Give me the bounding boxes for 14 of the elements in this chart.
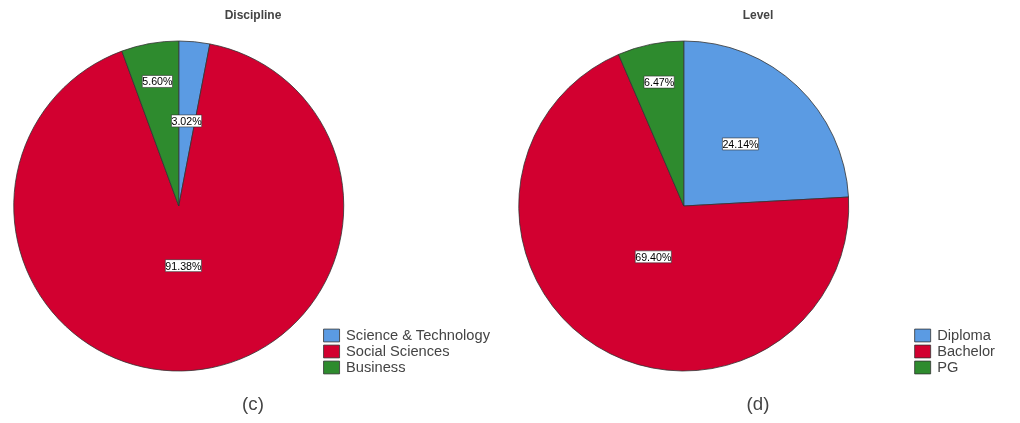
chart-title: Discipline <box>224 7 282 22</box>
legend-label: PG <box>937 359 959 375</box>
chart-title: Level <box>742 7 774 22</box>
data-label: 5.60% <box>142 75 174 88</box>
data-label: 24.14% <box>722 137 760 150</box>
legend-label: Social Sciences <box>346 343 450 359</box>
data-label: 69.40% <box>635 250 672 263</box>
legend-label: Science & Technology <box>346 327 490 343</box>
legend-label: Bachelor <box>937 343 995 359</box>
legend-label: Diploma <box>937 327 991 343</box>
text: (c) <box>242 392 264 414</box>
data-label: 6.47% <box>644 76 675 89</box>
legend-label: Business <box>346 359 406 375</box>
text: (d) <box>746 392 770 414</box>
